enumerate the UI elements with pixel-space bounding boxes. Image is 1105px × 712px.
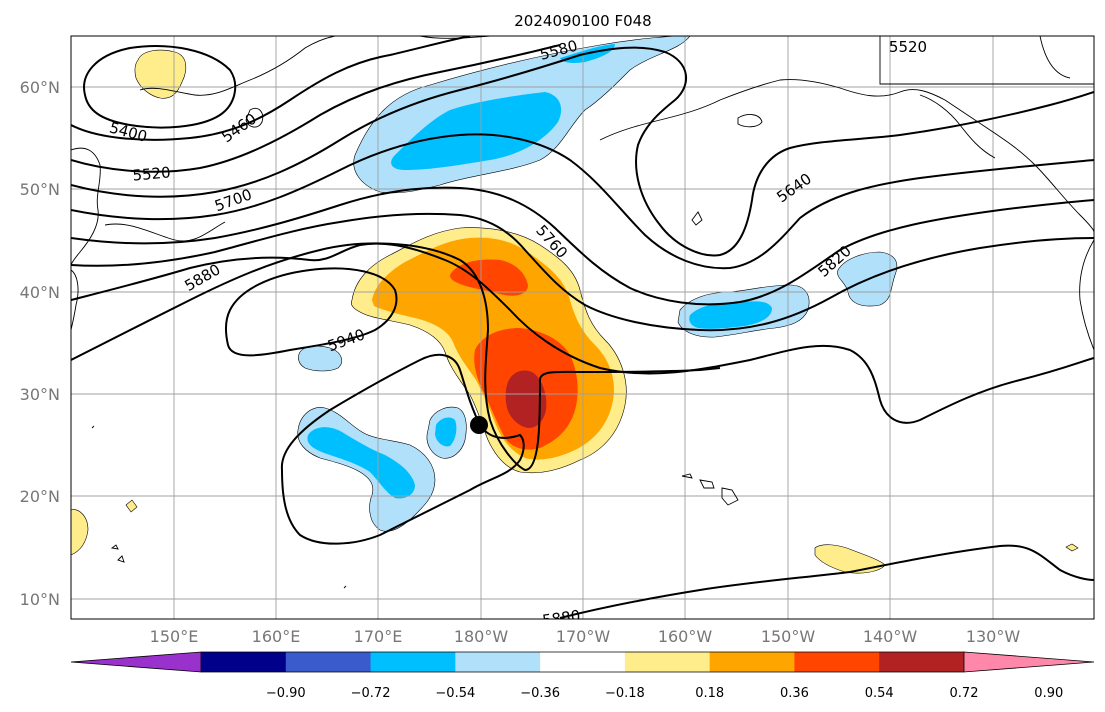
- lon-label: 170°E: [354, 627, 403, 646]
- positive-anomaly-darkred: [505, 370, 547, 428]
- colorbar-swatch: [624, 652, 711, 672]
- contour-label: 5520: [132, 163, 172, 184]
- colorbar-tick-label: −0.54: [435, 686, 475, 701]
- colorbar-swatch: [709, 652, 795, 672]
- coastlines: [71, 36, 1094, 589]
- negative-anomaly-small-island-dark: [435, 417, 457, 447]
- lon-label: 150°W: [761, 627, 816, 646]
- latitude-labels: 60°N 50°N 40°N 30°N 20°N 10°N: [20, 78, 60, 609]
- map-title: 2024090100 F048: [514, 12, 651, 30]
- colorbar-swatch: [201, 652, 287, 672]
- colorbar-tick-label: −0.18: [605, 686, 645, 701]
- contour-label: 5640: [773, 170, 815, 207]
- plot-border: [70, 35, 1095, 620]
- colorbar-extend-low: [70, 651, 202, 673]
- lon-label: 170°W: [556, 627, 611, 646]
- colorbar-tick-label: 0.72: [950, 686, 979, 701]
- colorbar-outline: [201, 651, 964, 673]
- lon-label: 130°W: [966, 627, 1021, 646]
- contour-label: 5400: [108, 119, 150, 146]
- negative-anomaly-central-dark: [689, 301, 772, 329]
- colorbar-tick-label: 0.36: [780, 686, 809, 701]
- colorbar-tick-label: 0.90: [1034, 686, 1063, 701]
- lon-label: 150°E: [150, 627, 199, 646]
- black-dot-marker: [470, 416, 488, 434]
- colorbar-tick-label: 0.18: [695, 686, 724, 701]
- contour-5520: [71, 44, 561, 173]
- contour-label: 5520: [889, 38, 927, 56]
- positive-anomaly-tiny-west: [125, 499, 138, 513]
- lat-label: 30°N: [20, 385, 60, 404]
- contour-5880-closed: [71, 242, 721, 472]
- colorbar-tick-label: −0.90: [266, 686, 306, 701]
- height-contours: [71, 36, 1094, 619]
- lon-label: 180°W: [454, 627, 509, 646]
- contour-5940-closed: [224, 267, 398, 357]
- contour-5400-closed: [83, 45, 237, 129]
- negative-anomaly-southwest-dark: [307, 427, 415, 499]
- negative-anomaly-tiny: [298, 345, 343, 372]
- contour-5880-south: [559, 544, 1094, 619]
- contour-5460: [71, 36, 471, 141]
- colorbar-swatch: [794, 652, 880, 672]
- lon-label: 140°W: [863, 627, 918, 646]
- grid-lines: [71, 36, 1094, 619]
- contour-5760: [71, 212, 1094, 332]
- longitude-labels: 150°E 160°E 170°E 180°W 170°W 160°W 150°…: [150, 627, 1021, 646]
- contour-label: 5880: [541, 606, 581, 629]
- negative-anomaly-north-dark: [391, 92, 562, 170]
- colorbar-swatch: [879, 652, 965, 672]
- positive-anomaly-west-edge: [71, 509, 89, 556]
- contour-5580: [71, 46, 1094, 257]
- lon-label: 160°E: [252, 627, 301, 646]
- colorbar-tick-label: −0.72: [351, 686, 391, 701]
- contour-label: 5940: [325, 325, 367, 355]
- contour-5700: [71, 186, 1094, 306]
- positive-anomaly-northwest: [134, 49, 187, 99]
- contour-5640: [71, 133, 1094, 270]
- colorbar-swatch: [540, 652, 626, 672]
- colorbar-extend-high: [963, 651, 1095, 673]
- lat-label: 50°N: [20, 180, 60, 199]
- lat-label: 20°N: [20, 487, 60, 506]
- lat-label: 40°N: [20, 283, 60, 302]
- positive-anomaly-tiny-east: [1065, 543, 1079, 552]
- lon-label: 160°W: [658, 627, 713, 646]
- contour-5820: [71, 242, 1094, 424]
- colorbar: [70, 651, 1095, 673]
- colorbar-tick-label: 0.54: [865, 686, 894, 701]
- colorbar-tick-label: −0.36: [520, 686, 560, 701]
- positive-anomaly-south-east: [814, 544, 886, 574]
- plot-area: 5400 5460 5520 5580 5520 5700 5640 5760 …: [71, 36, 1094, 629]
- lat-label: 10°N: [20, 590, 60, 609]
- contour-5880-south-loop: [280, 353, 525, 545]
- colorbar-swatch: [455, 652, 541, 672]
- colorbar-ticks: −0.90 −0.72 −0.54 −0.36 −0.18 0.18 0.36 0.54 0.7…: [266, 686, 1063, 701]
- colorbar-swatch: [285, 652, 372, 672]
- contour-label: 5460: [218, 110, 260, 147]
- colorbar-swatch: [370, 652, 456, 672]
- lat-label: 60°N: [20, 78, 60, 97]
- shaded-fields: [71, 36, 1079, 574]
